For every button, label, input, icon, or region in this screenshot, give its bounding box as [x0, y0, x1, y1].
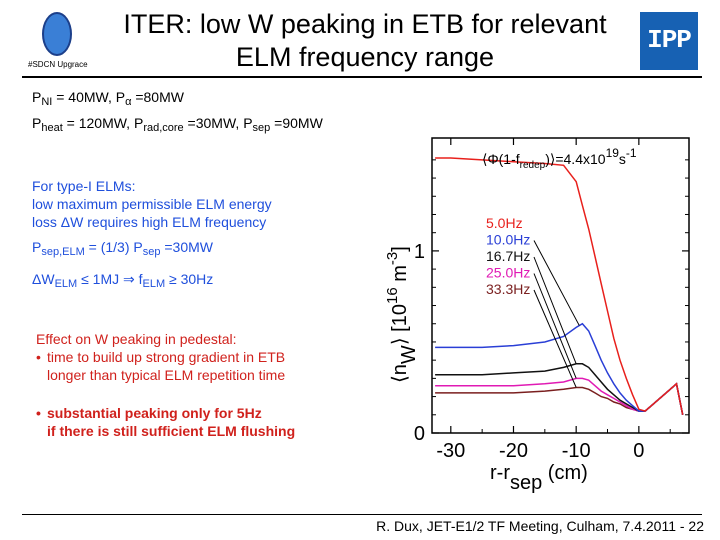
ipp-logo: IPP — [640, 12, 698, 70]
plot-frame — [431, 137, 690, 434]
effect-bullet-1-line-1: • time to build up strong gradient in ETB — [36, 349, 286, 365]
footer-text: R. Dux, JET-E1/2 TF Meeting, Culham, 7.4… — [376, 518, 704, 534]
footer-divider — [22, 514, 702, 515]
param-line-2: Pheat = 120MW, Prad,core =30MW, Psep =90… — [32, 115, 323, 134]
elm-line-2: low maximum permissible ELM energy — [32, 196, 272, 212]
elm-power-line: Psep,ELM = (1/3) Psep =30MW — [32, 239, 213, 258]
series-line-25-0hz — [435, 377, 684, 415]
x-axis-label: r-rsep (cm) — [490, 462, 588, 494]
title-line-2: ELM frequency range — [235, 42, 495, 72]
series-line-5-0hz — [435, 157, 684, 415]
legend-label: 10.0Hz — [486, 232, 530, 248]
legend-leader-line — [533, 273, 577, 379]
bullet-icon: • — [36, 349, 41, 365]
effect-heading: Effect on W peaking in pedestal: — [36, 331, 237, 347]
elm-line-1: For type-I ELMs: — [32, 178, 136, 194]
x-tick-label: -30 — [436, 440, 465, 462]
legend-label: 25.0Hz — [486, 265, 530, 281]
title-line-1: ITER: low W peaking in ETB for relevant — [123, 9, 607, 39]
sdcn-upgrade-logo: #SDCN Upgrace — [28, 10, 88, 74]
legend-leader-line — [533, 240, 580, 326]
effect-bullet-2-line-2: if there is still sufficient ELM flushin… — [47, 423, 296, 439]
w-density-profile-chart: -30 -20 -10 0 0 1 ⟨Φ(1-fredep)⟩=4.4x1019s-1 r… — [384, 137, 690, 494]
legend-leader-line — [533, 289, 577, 388]
param-line-1: PNI = 40MW, Pα =80MW — [32, 89, 184, 108]
elm-line-3: loss ΔW requires high ELM frequency — [32, 214, 267, 230]
logo-left-caption: #SDCN Upgrace — [28, 60, 88, 69]
chart-annotation: ⟨Φ(1-fredep)⟩=4.4x1019s-1 — [482, 146, 637, 171]
legend-leader-line — [533, 256, 577, 364]
legend-label: 5.0Hz — [486, 215, 523, 231]
effect-bullet-1-line-2: longer than typical ELM repetition time — [47, 367, 286, 383]
elm-energy-line: ΔWELM ≤ 1MJ ⇒ fELM ≥ 30Hz — [32, 271, 214, 290]
legend-label: 16.7Hz — [486, 248, 530, 264]
logo-oval-icon — [42, 12, 72, 56]
series-line-10-0hz — [435, 322, 684, 415]
effect-bullet-2-line-1: • substantial peaking only for 5Hz — [36, 405, 262, 421]
svg-text:⟨nW⟩ [1016 m-3]: ⟨nW⟩ [1016 m-3] — [384, 246, 420, 383]
x-tick-label: -20 — [499, 440, 528, 462]
slide-title: ITER: low W peaking in ETB for relevant … — [100, 8, 630, 74]
title-divider — [22, 76, 702, 78]
x-tick-label: -10 — [562, 440, 591, 462]
y-tick-label: 0 — [414, 423, 425, 445]
legend-label: 33.3Hz — [486, 281, 530, 297]
bullet-icon: • — [36, 405, 41, 421]
x-tick-label: 0 — [633, 440, 644, 462]
y-tick-label: 1 — [414, 241, 425, 263]
y-axis-label: ⟨nW⟩ [1016 m-3] — [384, 246, 420, 383]
